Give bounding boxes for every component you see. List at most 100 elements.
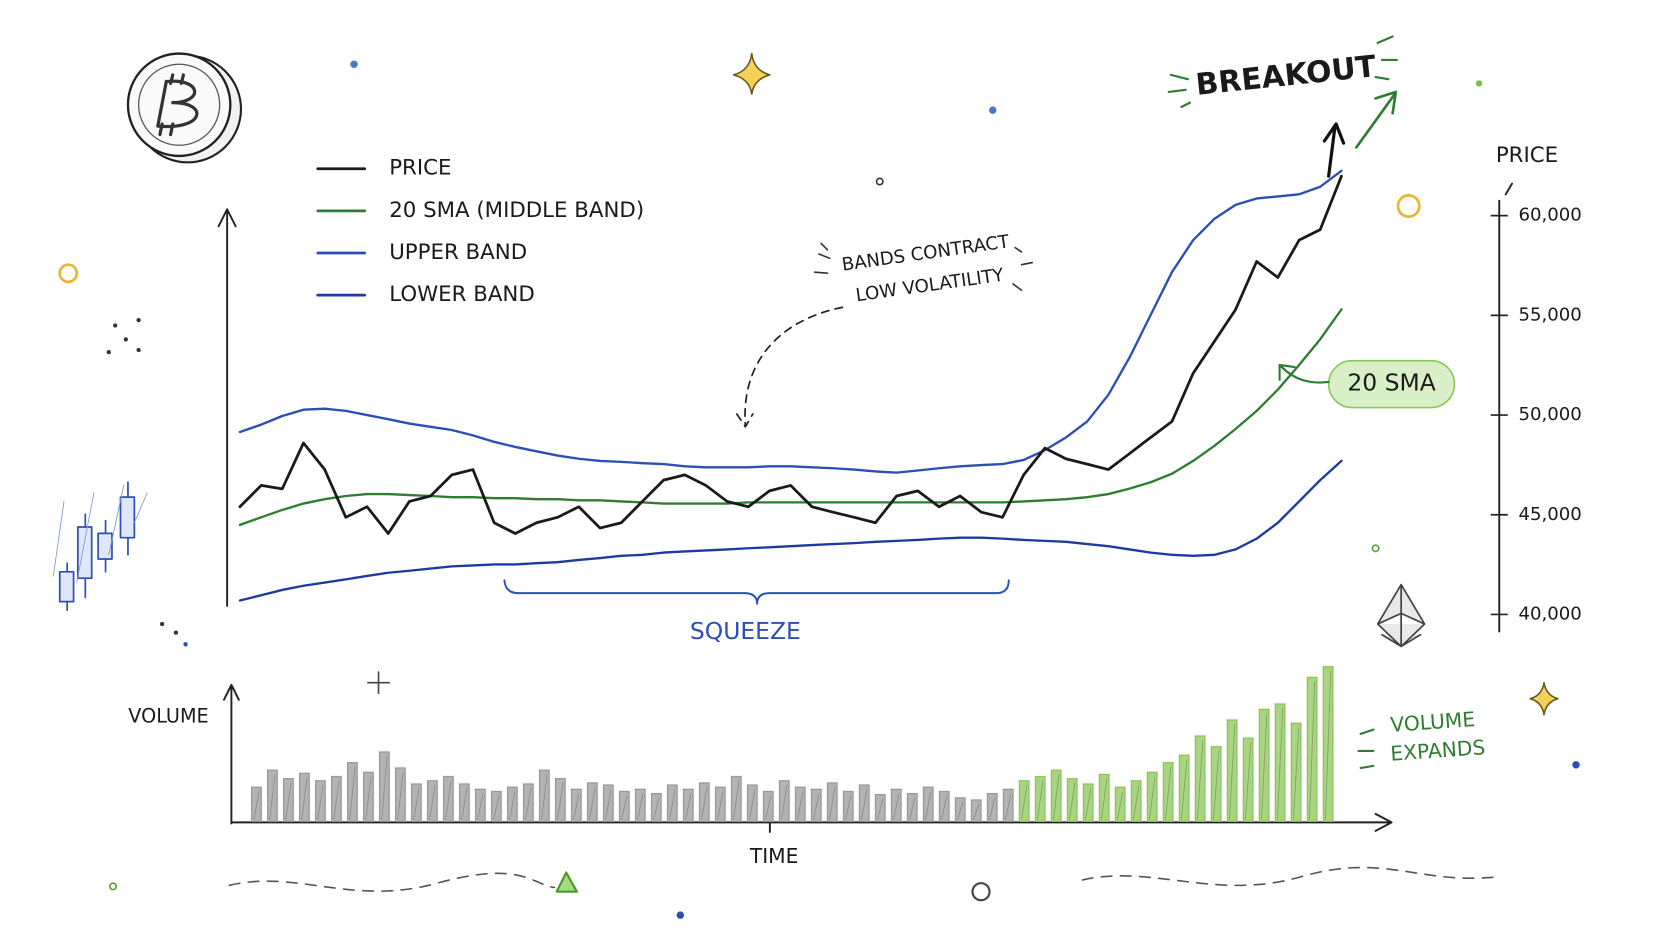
volume-bar xyxy=(378,751,390,822)
bar-hatch xyxy=(1165,766,1172,820)
bar-hatch xyxy=(717,791,724,820)
legend-label: PRICE xyxy=(389,156,451,181)
volume-bar xyxy=(890,788,902,822)
breakout-arrow-green xyxy=(1355,90,1398,149)
bar-hatch xyxy=(925,791,932,820)
bar-hatch xyxy=(1229,724,1236,820)
bar-hatch xyxy=(781,785,788,820)
dot-cluster xyxy=(106,318,188,647)
volume-bar xyxy=(1162,762,1174,822)
volume-bar xyxy=(986,792,998,822)
star xyxy=(732,52,771,95)
volume-bar xyxy=(954,797,966,822)
bar-hatch xyxy=(1117,791,1124,820)
decorations xyxy=(52,52,1580,919)
bar-hatch xyxy=(445,780,452,820)
volume-bar xyxy=(1082,783,1094,822)
y-tick-label: 60,000 xyxy=(1518,205,1581,226)
volume-bar xyxy=(1210,746,1222,822)
volume-bar xyxy=(554,778,566,822)
volume-bar xyxy=(1130,780,1142,822)
volume-bar xyxy=(714,786,726,822)
legend-label: 20 SMA (MIDDLE BAND) xyxy=(389,198,644,223)
legend-label: UPPER BAND xyxy=(389,240,527,265)
bar-hatch xyxy=(653,797,660,820)
dot xyxy=(1371,544,1380,553)
star xyxy=(1529,681,1559,716)
volume-bar xyxy=(570,788,582,822)
volume-bar xyxy=(1242,737,1254,822)
volume-bar xyxy=(938,790,950,822)
volume-bar xyxy=(330,775,342,822)
bar-hatch xyxy=(397,772,404,820)
volume-bar xyxy=(1258,708,1270,822)
bar-hatch xyxy=(621,795,628,820)
ring xyxy=(971,882,991,902)
breakout-ticks xyxy=(1167,35,1398,108)
bar-hatch xyxy=(1133,785,1140,820)
volume-bar xyxy=(746,784,758,822)
volume-bar xyxy=(1066,778,1078,822)
sma-callout-box xyxy=(1327,359,1456,409)
y-tick-label: 55,000 xyxy=(1518,304,1581,325)
volume-bar xyxy=(778,780,790,822)
volume-bar xyxy=(634,788,646,822)
volume-bar xyxy=(970,799,982,822)
bar-hatch xyxy=(909,797,916,820)
volume-bar xyxy=(522,783,534,822)
volume-bar xyxy=(858,784,870,822)
bar-hatch xyxy=(349,766,356,820)
bar-hatch xyxy=(269,774,276,820)
volume-bar xyxy=(586,782,598,822)
squeeze-bracket xyxy=(503,579,1010,605)
bar-hatch xyxy=(701,787,708,820)
bar-hatch xyxy=(317,785,324,820)
volume-bar xyxy=(251,786,262,822)
volume-bar xyxy=(874,794,886,822)
bar-hatch xyxy=(685,793,692,820)
series-line xyxy=(238,169,1343,474)
bar-hatch xyxy=(861,789,868,820)
volume-bar xyxy=(1306,676,1318,822)
volume-bar xyxy=(1050,769,1062,822)
volume-annotation: EXPANDS xyxy=(1390,735,1486,766)
bar-hatch xyxy=(285,782,292,820)
bar-hatch xyxy=(1101,778,1108,820)
bar-hatch xyxy=(669,789,676,820)
bar-hatch xyxy=(429,785,436,820)
volume-bar xyxy=(458,783,470,822)
dot xyxy=(1572,761,1580,769)
bar-hatch xyxy=(893,793,900,820)
bar-hatch xyxy=(1069,782,1076,820)
bar-hatch xyxy=(1261,713,1268,820)
wave xyxy=(228,872,556,892)
bar-hatch xyxy=(1181,759,1188,820)
volume-bar xyxy=(394,767,406,822)
coin-face xyxy=(126,52,232,158)
volume-bar xyxy=(1194,735,1206,822)
bar-hatch xyxy=(749,789,756,820)
bar-hatch xyxy=(509,791,516,820)
volume-bar xyxy=(442,775,454,822)
bar-hatch xyxy=(765,795,772,820)
volume-bar xyxy=(267,769,278,822)
dot xyxy=(989,106,997,114)
bar-hatch xyxy=(829,787,836,820)
volume-bar xyxy=(426,780,438,822)
bar-hatch xyxy=(845,795,852,820)
eth-icon xyxy=(1376,583,1426,648)
volume-bar xyxy=(762,790,774,822)
bar-hatch xyxy=(941,795,948,820)
volume-bar xyxy=(682,788,694,822)
volume-bar xyxy=(698,782,710,822)
annotation-breakout: BREAKOUT xyxy=(1167,35,1398,178)
ring xyxy=(58,263,79,284)
volume-bar xyxy=(1322,666,1334,822)
plus xyxy=(367,671,391,695)
bar-hatch xyxy=(1213,750,1220,820)
coin-ring xyxy=(137,63,221,146)
volume-bar xyxy=(362,771,374,822)
dot xyxy=(1475,80,1483,87)
